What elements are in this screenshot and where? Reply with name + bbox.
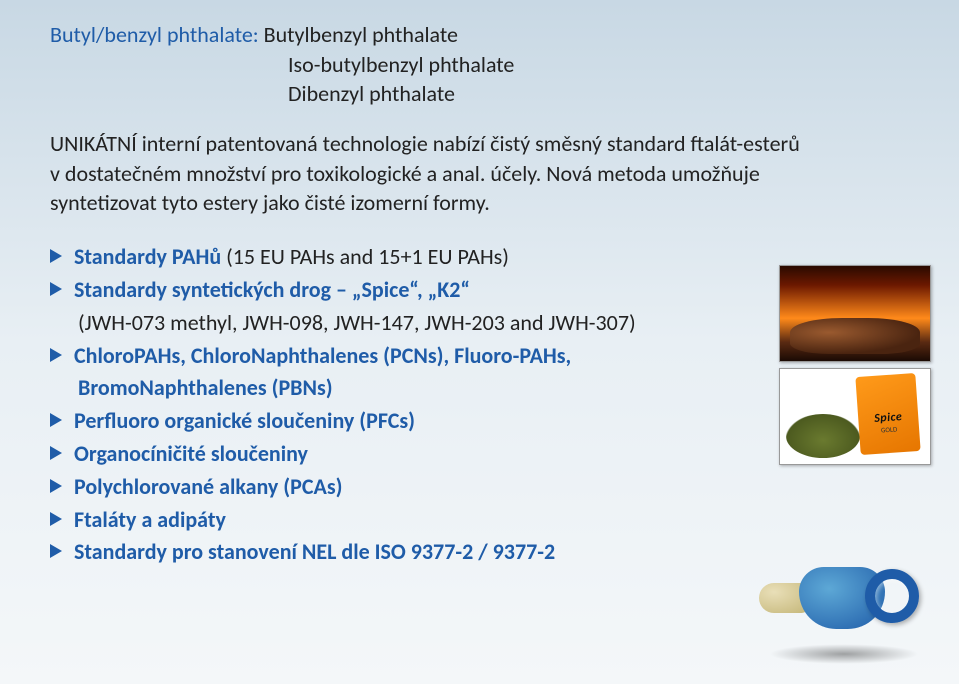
bullet-main-text: Perfluoro organické sloučeniny (PFCs) bbox=[74, 407, 415, 434]
header-label: Butyl/benzyl phthalate: bbox=[50, 21, 259, 48]
header-item-0: Butylbenzyl phthalate bbox=[264, 21, 458, 48]
header-line-1: Butyl/benzyl phthalate: Butylbenzyl phth… bbox=[50, 20, 919, 50]
bullet-item: Ftaláty a adipáty bbox=[50, 505, 919, 536]
image-stack: Spice GOLD bbox=[779, 265, 929, 471]
spice-pouch: Spice GOLD bbox=[855, 373, 920, 455]
image-spice: Spice GOLD bbox=[779, 368, 931, 465]
bullet-main-text: Standardy pro stanovení NEL dle ISO 9377… bbox=[74, 538, 555, 565]
spice-sub: GOLD bbox=[881, 424, 898, 434]
spice-brand: Spice bbox=[874, 410, 903, 426]
pacifier-shadow bbox=[769, 644, 919, 664]
bullet-main-text: Standardy PAHů bbox=[74, 243, 221, 270]
bullet-main-text: Organocíničité sloučeniny bbox=[74, 440, 308, 467]
bullet-item: Polychlorované alkany (PCAs) bbox=[50, 472, 919, 503]
header-item-1: Iso-butylbenzyl phthalate bbox=[50, 50, 919, 80]
image-grill bbox=[779, 265, 931, 362]
bullet-main-text: ChloroPAHs, ChloroNaphthalenes (PCNs), F… bbox=[74, 342, 571, 369]
header-item-2: Dibenzyl phthalate bbox=[50, 79, 919, 109]
pacifier-ring bbox=[865, 569, 919, 623]
bullet-suffix-text: (15 EU PAHs and 15+1 EU PAHs) bbox=[221, 243, 509, 270]
header-block: Butyl/benzyl phthalate: Butylbenzyl phth… bbox=[50, 20, 919, 109]
bullet-main-text: Polychlorované alkany (PCAs) bbox=[74, 473, 342, 500]
slide-root: Butyl/benzyl phthalate: Butylbenzyl phth… bbox=[0, 0, 959, 684]
image-pacifier bbox=[759, 539, 919, 659]
bullet-continuation-text: (JWH-073 methyl, JWH-098, JWH-147, JWH-2… bbox=[78, 309, 636, 336]
intro-paragraph: UNIKÁTNÍ interní patentovaná technologie… bbox=[50, 129, 810, 218]
spice-pile bbox=[786, 414, 860, 458]
bullet-main-text: Ftaláty a adipáty bbox=[74, 506, 226, 533]
bullet-main-text: Standardy syntetických drog – „Spice“, „… bbox=[74, 276, 470, 303]
